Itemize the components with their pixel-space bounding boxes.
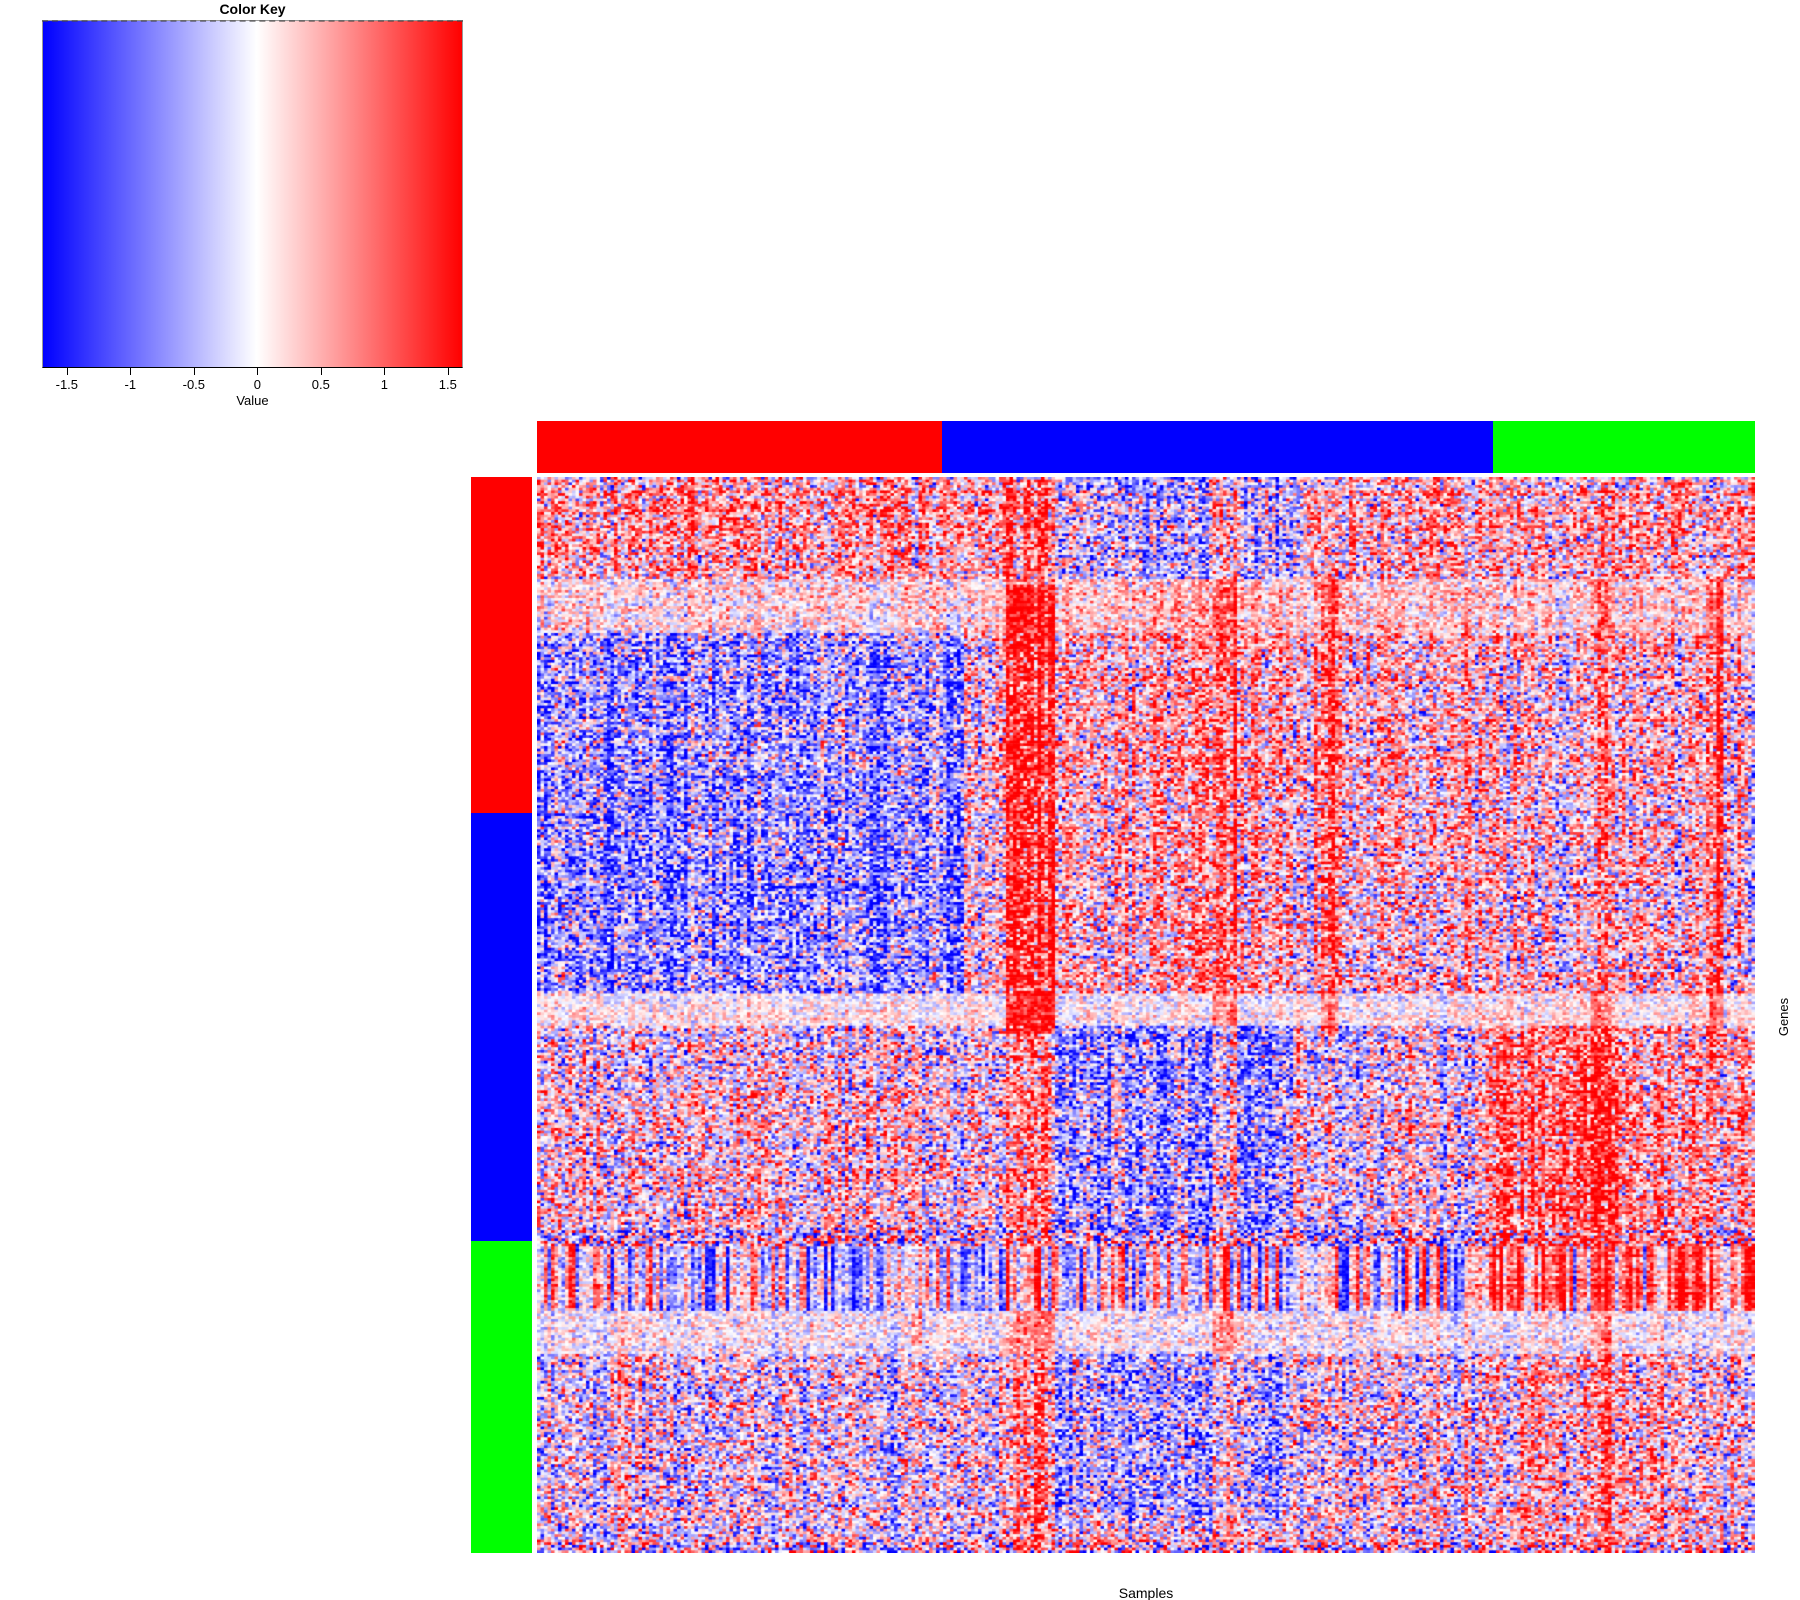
color-key-tick-label: 1 — [380, 377, 388, 392]
color-key-tick — [66, 368, 68, 375]
color-key-title: Color Key — [219, 1, 286, 17]
color-key-tick-label: 1.5 — [438, 377, 457, 392]
color-key-axis: -1.5 -1 -0.5 0 0.5 1 1.5 — [42, 368, 463, 392]
column-side-colorbar — [537, 421, 1755, 473]
color-key-trace-line — [42, 20, 463, 22]
color-key-tick-label: -0.5 — [182, 377, 206, 392]
x-axis-label: Samples — [1118, 1585, 1174, 1600]
column-group-red — [537, 421, 942, 473]
column-group-blue — [941, 421, 1494, 473]
color-key-axis-label: Value — [236, 393, 269, 408]
color-key-tick-label: 0 — [253, 377, 261, 392]
y-axis-label: Genes — [1776, 997, 1791, 1037]
heatmap — [537, 477, 1755, 1553]
row-group-blue — [471, 812, 532, 1241]
color-key-tick — [384, 368, 386, 375]
color-key-tick — [193, 368, 195, 375]
row-group-red — [471, 477, 532, 813]
row-group-green — [471, 1240, 532, 1553]
column-group-green — [1493, 421, 1755, 473]
row-side-colorbar — [471, 477, 532, 1553]
color-key-tick — [320, 368, 322, 375]
color-key-tick-label: 0.5 — [311, 377, 330, 392]
color-key-tick — [130, 368, 132, 375]
color-key-tick — [257, 368, 259, 375]
color-key-tick-label: -1 — [124, 377, 137, 392]
color-key-tick — [447, 368, 449, 375]
color-key-tick-label: -1.5 — [55, 377, 79, 392]
color-key-gradient — [42, 20, 463, 368]
